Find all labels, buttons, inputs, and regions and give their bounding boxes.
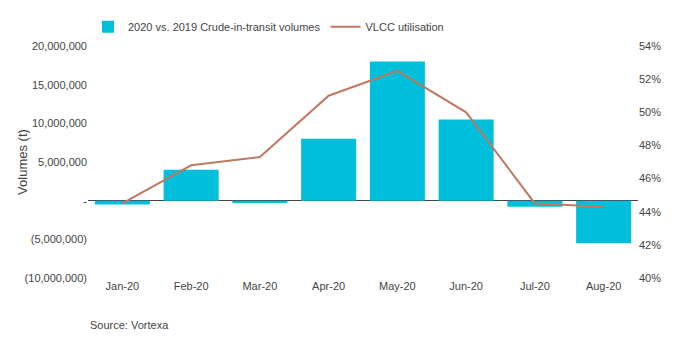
svg-text:Volumes (t): Volumes (t) [15,129,30,195]
svg-text:44%: 44% [639,206,661,218]
svg-text:(5,000,000): (5,000,000) [31,233,87,245]
svg-text:Feb-20: Feb-20 [174,280,209,292]
svg-text:VLCC utilisation: VLCC utilisation [365,21,443,33]
svg-text:Source: Vortexa: Source: Vortexa [90,319,169,331]
svg-text:-: - [83,195,87,207]
svg-text:Mar-20: Mar-20 [242,280,277,292]
svg-text:42%: 42% [639,239,661,251]
svg-text:46%: 46% [639,172,661,184]
svg-text:(10,000,000): (10,000,000) [25,272,87,284]
svg-text:2020 vs. 2019 Crude-in-transit: 2020 vs. 2019 Crude-in-transit volumes [128,21,320,33]
svg-text:Jul-20: Jul-20 [520,280,550,292]
svg-text:May-20: May-20 [379,280,416,292]
svg-text:Jun-20: Jun-20 [449,280,483,292]
svg-text:10,000,000: 10,000,000 [32,117,87,129]
svg-text:50%: 50% [639,106,661,118]
svg-text:52%: 52% [639,73,661,85]
svg-text:54%: 54% [639,40,661,52]
svg-text:15,000,000: 15,000,000 [32,79,87,91]
svg-text:5,000,000: 5,000,000 [38,156,87,168]
svg-text:40%: 40% [639,272,661,284]
svg-text:20,000,000: 20,000,000 [32,40,87,52]
svg-text:Jan-20: Jan-20 [106,280,140,292]
svg-text:Aug-20: Aug-20 [586,280,621,292]
svg-text:Apr-20: Apr-20 [312,280,345,292]
svg-text:48%: 48% [639,139,661,151]
